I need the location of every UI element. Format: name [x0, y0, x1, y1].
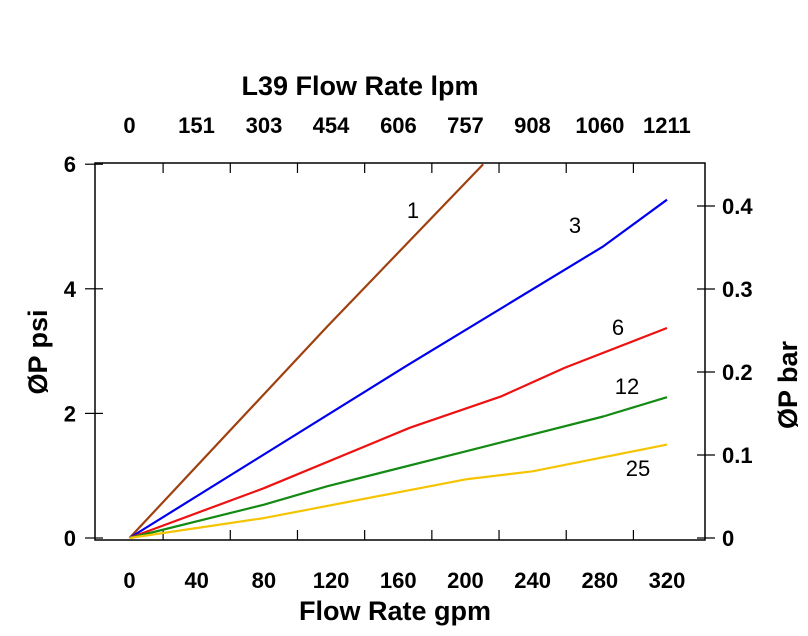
- x2-tick-label: 0: [123, 113, 135, 138]
- x2-tick-label: 1060: [575, 113, 624, 138]
- y2-tick-label: 0.1: [722, 443, 753, 468]
- y2-tick-label: 0: [722, 526, 734, 551]
- right-axis-title: ØP bar: [773, 340, 803, 429]
- y-tick-label: 6: [64, 152, 76, 177]
- y2-tick-label: 0.4: [722, 194, 753, 219]
- series-line-6: [129, 326, 668, 540]
- x2-tick-label: 454: [313, 113, 350, 138]
- x2-tick-label: 1211: [643, 113, 691, 138]
- x2-tick-label: 303: [246, 113, 283, 138]
- x-tick-label: 0: [123, 568, 135, 593]
- series-label-25: 25: [626, 456, 650, 481]
- series-line-3: [128, 198, 668, 539]
- series-line-12: [129, 396, 668, 540]
- top-axis-title: L39 Flow Rate lpm: [241, 71, 478, 101]
- series-line-25: [129, 443, 668, 540]
- x2-tick-label: 908: [514, 113, 551, 138]
- x2-tick-label: 606: [380, 113, 417, 138]
- y-tick-label: 4: [64, 277, 77, 302]
- series-line-1: [128, 163, 484, 539]
- x2-tick-label: 151: [178, 113, 215, 138]
- series-label-12: 12: [615, 374, 639, 399]
- series-label-1: 1: [407, 198, 419, 223]
- x-tick-label: 280: [581, 568, 618, 593]
- left-axis-title: ØP psi: [23, 309, 53, 394]
- x-tick-label: 240: [514, 568, 551, 593]
- x-tick-label: 320: [649, 568, 686, 593]
- x2-tick-label: 757: [447, 113, 484, 138]
- x-tick-label: 40: [184, 568, 208, 593]
- series-label-6: 6: [612, 315, 624, 340]
- y-tick-label: 2: [64, 401, 76, 426]
- y-tick-label: 0: [64, 526, 76, 551]
- y2-tick-label: 0.2: [722, 360, 753, 385]
- plot-frame: [94, 162, 706, 541]
- series-label-3: 3: [569, 213, 581, 238]
- y2-tick-label: 0.3: [722, 277, 753, 302]
- x-tick-label: 160: [380, 568, 417, 593]
- x-tick-label: 120: [313, 568, 350, 593]
- x-tick-label: 80: [252, 568, 276, 593]
- x-tick-label: 200: [447, 568, 484, 593]
- bottom-axis-title: Flow Rate gpm: [299, 596, 491, 626]
